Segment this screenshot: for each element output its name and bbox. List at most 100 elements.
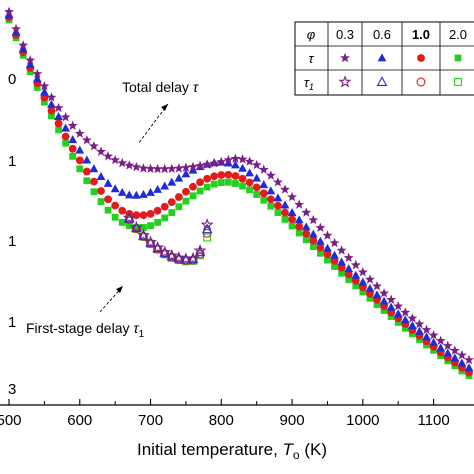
total-delay-point-phi-0-6 xyxy=(273,193,283,202)
total-delay-point-phi-2-0 xyxy=(140,224,147,231)
total-delay-point-phi-0-6 xyxy=(160,181,170,190)
total-delay-point-phi-2-0 xyxy=(97,198,105,206)
total-delay-point-phi-1-0 xyxy=(47,106,56,115)
total-delay-point-phi-2-0 xyxy=(111,213,119,221)
total-delay-point-phi-0-6 xyxy=(25,59,35,68)
total-delay-point-phi-1-0 xyxy=(61,132,70,141)
total-delay-point-phi-0-6 xyxy=(117,187,127,196)
total-delay-point-phi-1-0 xyxy=(167,198,176,206)
total-delay-point-phi-2-0 xyxy=(394,318,402,326)
total-delay-point-phi-0-6 xyxy=(188,165,198,174)
total-delay-point-phi-0-3 xyxy=(110,154,121,165)
total-delay-point-phi-0-6 xyxy=(280,200,290,209)
legend-marker-total-phi-0-6 xyxy=(377,53,387,62)
total-delay-point-phi-0-3 xyxy=(414,318,425,329)
total-delay-point-phi-0-6 xyxy=(415,326,424,335)
total-delay-point-phi-0-6 xyxy=(443,348,453,357)
total-delay-point-phi-0-3 xyxy=(88,140,99,151)
total-delay-point-phi-0-6 xyxy=(294,215,304,224)
total-delay-point-phi-0-3 xyxy=(96,146,106,156)
legend-marker-total-phi-0-3 xyxy=(340,52,350,63)
total-delay-point-phi-0-6 xyxy=(124,190,134,199)
total-delay-point-phi-2-0 xyxy=(175,203,183,211)
legend-phi-value: 0.6 xyxy=(373,27,391,42)
total-delay-point-phi-0-3 xyxy=(350,259,361,270)
legend-phi-value: 2.0 xyxy=(449,27,467,42)
total-delay-point-phi-1-0 xyxy=(146,209,155,218)
total-delay-point-phi-0-3 xyxy=(265,170,276,180)
y-tick-label: 1 xyxy=(8,153,16,170)
total-delay-point-phi-1-0 xyxy=(54,119,63,128)
total-delay-point-phi-0-3 xyxy=(32,68,43,79)
total-delay-point-phi-0-3 xyxy=(25,55,36,65)
total-delay-point-phi-0-6 xyxy=(139,189,148,198)
total-delay-point-phi-2-0 xyxy=(281,215,289,223)
total-delay-point-phi-2-0 xyxy=(90,188,98,196)
first-stage-delay-point-phi-0-3 xyxy=(172,251,186,264)
total-delay-point-phi-0-3 xyxy=(166,163,177,174)
total-delay-point-phi-1-0 xyxy=(245,178,254,187)
total-delay-point-phi-2-0 xyxy=(331,263,338,271)
total-delay-point-phi-0-6 xyxy=(429,337,439,346)
total-delay-point-phi-1-0 xyxy=(274,201,282,210)
total-delay-point-phi-1-0 xyxy=(266,195,275,204)
total-delay-point-phi-1-0 xyxy=(104,195,112,204)
total-delay-point-phi-2-0 xyxy=(196,187,204,195)
first-stage-delay-point-phi-0-3 xyxy=(144,235,157,248)
total-delay-point-phi-1-0 xyxy=(203,174,212,183)
total-delay-point-phi-0-3 xyxy=(230,153,241,163)
total-delay-point-phi-0-3 xyxy=(435,335,446,345)
total-delay-point-phi-0-6 xyxy=(89,164,99,173)
total-delay-point-phi-0-3 xyxy=(258,164,269,174)
total-delay-point-phi-0-3 xyxy=(159,163,170,174)
total-delay-point-phi-1-0 xyxy=(90,177,98,186)
total-delay-point-phi-2-0 xyxy=(267,202,275,210)
total-delay-point-phi-0-3 xyxy=(223,154,234,165)
total-delay-point-phi-0-3 xyxy=(67,120,78,130)
total-delay-point-phi-0-3 xyxy=(393,301,404,311)
total-delay-point-phi-2-0 xyxy=(260,196,268,204)
total-delay-point-phi-1-0 xyxy=(210,172,219,181)
total-delay-point-phi-0-3 xyxy=(117,157,128,168)
total-delay-point-phi-1-0 xyxy=(337,263,346,272)
total-delay-point-phi-0-6 xyxy=(223,158,233,167)
y-tick-label: 1 xyxy=(8,314,16,331)
y-tick-label: 3 xyxy=(8,381,16,398)
x-tick-label: 500 xyxy=(0,412,22,429)
legend: φ 0.3 0.6 1.0 2.0 τ τ1 xyxy=(294,21,474,96)
total-delay-point-phi-2-0 xyxy=(217,179,225,186)
total-delay-point-phi-0-3 xyxy=(145,163,156,174)
total-delay-point-phi-2-0 xyxy=(182,197,190,205)
total-delay-point-phi-2-0 xyxy=(168,209,176,216)
total-delay-point-phi-2-0 xyxy=(224,178,232,186)
total-delay-point-phi-2-0 xyxy=(147,222,154,230)
x-axis-ticks: 500 600 700 800 900 1000 1100 xyxy=(0,399,450,429)
total-delay-point-phi-0-3 xyxy=(308,214,319,225)
total-delay-point-phi-2-0 xyxy=(302,236,310,244)
total-delay-point-phi-0-3 xyxy=(216,156,227,167)
legend-markers xyxy=(338,52,462,88)
total-delay-point-phi-0-3 xyxy=(442,340,453,351)
total-delay-point-phi-2-0 xyxy=(239,182,246,190)
annotation-arrow-first xyxy=(99,285,124,313)
total-delay-point-phi-0-6 xyxy=(167,177,177,186)
total-delay-point-phi-2-0 xyxy=(295,229,303,237)
total-delay-point-phi-0-3 xyxy=(372,281,382,291)
x-tick-label: 800 xyxy=(209,412,234,429)
total-delay-point-phi-0-6 xyxy=(287,207,297,216)
total-delay-point-phi-0-3 xyxy=(456,350,467,360)
total-delay-point-phi-2-0 xyxy=(83,177,91,185)
total-delay-point-phi-0-3 xyxy=(74,128,85,138)
total-delay-point-phi-1-0 xyxy=(182,187,190,196)
y-tick-label: 1 xyxy=(8,233,16,250)
total-delay-point-phi-0-3 xyxy=(244,156,255,166)
total-delay-point-phi-0-3 xyxy=(46,92,57,102)
total-delay-point-phi-0-6 xyxy=(422,332,431,341)
total-delay-point-phi-0-3 xyxy=(103,151,114,161)
total-delay-point-phi-0-6 xyxy=(11,27,21,36)
total-delay-point-phi-2-0 xyxy=(253,191,261,198)
total-delay-point-phi-0-3 xyxy=(400,307,411,317)
total-delay-point-phi-0-6 xyxy=(344,264,354,273)
annotation-arrow-total xyxy=(137,103,169,145)
total-delay-point-phi-1-0 xyxy=(259,189,268,198)
